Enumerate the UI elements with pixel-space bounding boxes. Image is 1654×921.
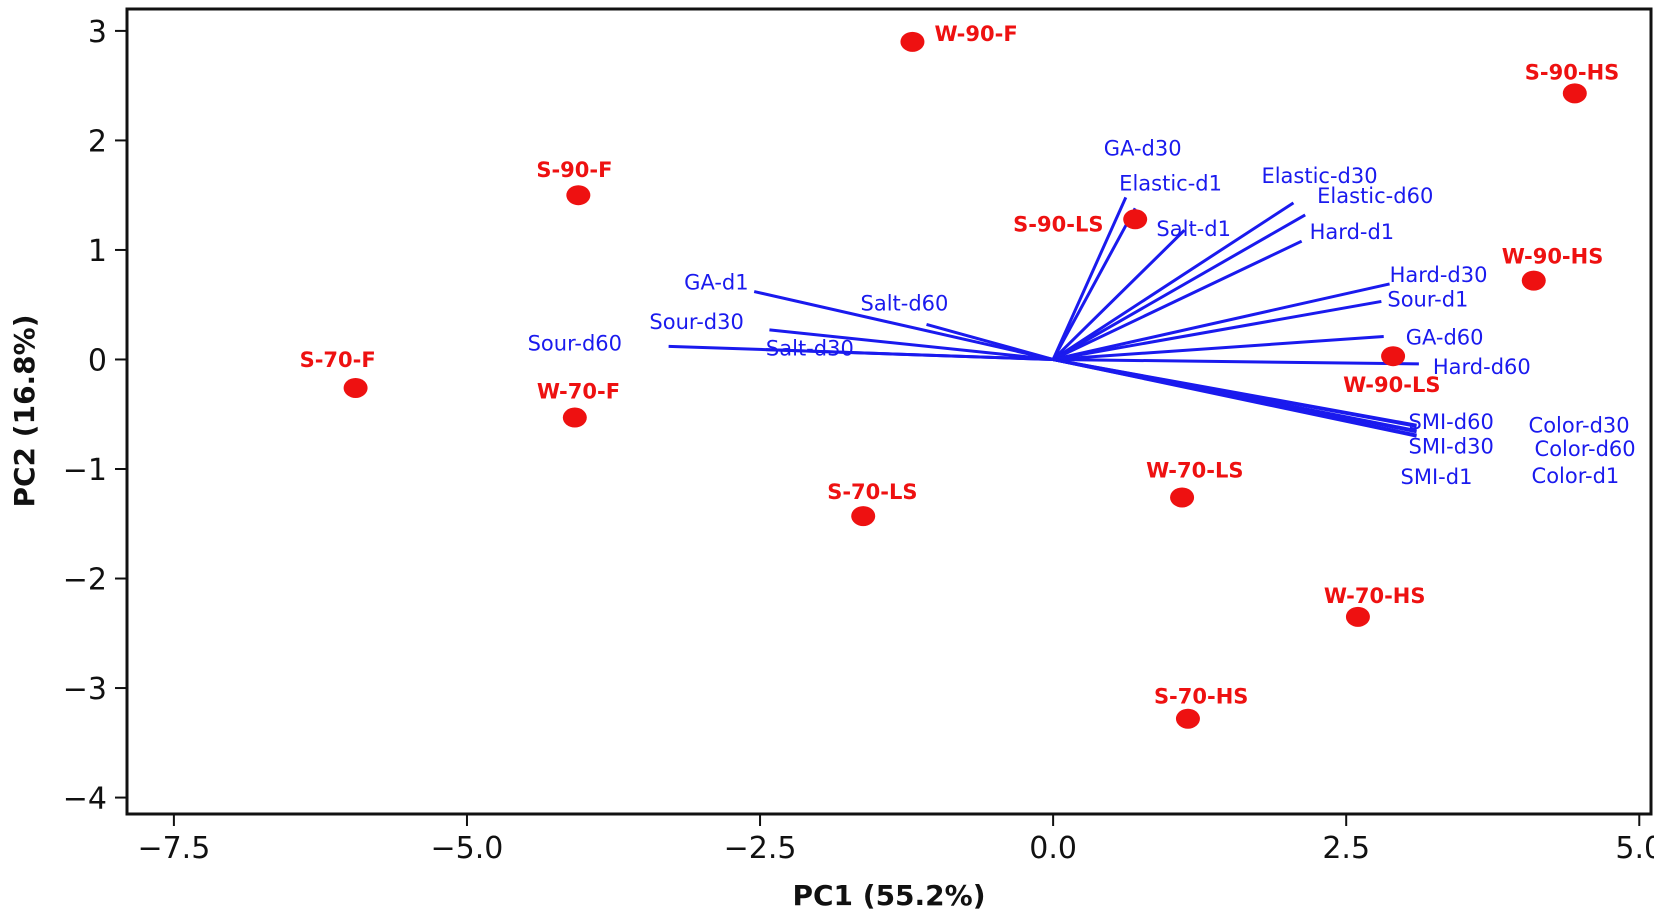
loading-label: Color-d1 — [1532, 464, 1620, 488]
loading-vector — [1051, 207, 1137, 361]
y-axis-title: PC2 (16.8%) — [8, 314, 41, 507]
score-label: S-70-F — [300, 348, 376, 372]
score-label: W-70-F — [537, 380, 620, 404]
loading-vector — [1053, 334, 1384, 361]
loading-label: Hard-d30 — [1390, 263, 1488, 287]
score-point — [1170, 487, 1195, 508]
loading-label: Elastic-d60 — [1317, 184, 1433, 208]
y-tick-label: 0 — [88, 343, 107, 378]
score-label: W-90-HS — [1502, 245, 1604, 269]
score-points: W-90-F S-90-HS S-90-F S-90-LS W-90-HS S-70-F W… — [300, 22, 1619, 729]
score-point — [1521, 270, 1546, 291]
loading-label: Elastic-d1 — [1119, 171, 1222, 195]
loading-vectors: GA-d30 Elastic-d1 Salt-d1 Elastic-d30Elasti… — [528, 136, 1636, 489]
x-tick-label: 0.0 — [1029, 831, 1077, 866]
score-point — [1345, 606, 1370, 627]
loading-vector — [926, 322, 1054, 361]
loading-vector — [1052, 299, 1382, 361]
x-axis-ticks: −7.5 −5.0 −2.5 0.0 2.5 5.0 — [137, 814, 1654, 866]
score-point — [566, 185, 591, 206]
score-label: S-90-HS — [1525, 60, 1619, 84]
score-label: W-90-F — [934, 22, 1017, 46]
score-point — [1175, 708, 1200, 729]
y-tick-label: 3 — [88, 15, 107, 50]
score-label: W-90-LS — [1343, 373, 1440, 397]
score-point — [1562, 83, 1587, 104]
loading-label: Salt-d1 — [1156, 217, 1231, 241]
loading-label: Color-d30 — [1529, 413, 1630, 437]
score-label: S-90-F — [536, 158, 612, 182]
loading-label: Elastic-d30 — [1261, 164, 1377, 188]
score-point — [343, 377, 368, 398]
loading-vector — [1051, 196, 1128, 361]
loading-vector — [1053, 357, 1419, 366]
loading-vector — [1052, 201, 1295, 361]
loading-vector — [1052, 239, 1303, 361]
loading-label: Hard-d1 — [1310, 220, 1395, 244]
loading-label: Salt-d30 — [766, 337, 854, 361]
loading-label: GA-d30 — [1104, 136, 1182, 160]
loading-vector — [1052, 229, 1186, 361]
x-tick-label: −7.5 — [137, 831, 210, 866]
loading-label: Sour-d30 — [649, 310, 743, 334]
loading-label: Color-d60 — [1535, 437, 1636, 461]
y-tick-label: −3 — [63, 672, 107, 707]
y-tick-label: −2 — [63, 563, 107, 598]
y-tick-label: −4 — [63, 782, 107, 817]
score-point — [900, 31, 925, 52]
score-point — [851, 506, 876, 527]
y-tick-label: −1 — [63, 453, 107, 488]
x-tick-label: 5.0 — [1615, 831, 1654, 866]
x-tick-label: −2.5 — [724, 831, 797, 866]
loading-label: Salt-d60 — [861, 291, 949, 315]
loading-label: Hard-d60 — [1433, 355, 1531, 379]
loading-vector — [1052, 358, 1417, 438]
y-tick-label: 1 — [88, 234, 107, 269]
loading-vector — [668, 344, 1054, 361]
score-label: W-70-LS — [1146, 458, 1243, 482]
loading-label: Sour-d1 — [1387, 287, 1468, 311]
loading-vector — [753, 290, 1054, 361]
x-tick-label: 2.5 — [1322, 831, 1370, 866]
loading-label: Sour-d60 — [528, 331, 622, 355]
loading-vector — [1052, 213, 1306, 361]
score-point — [562, 407, 587, 428]
score-label: W-70-HS — [1324, 584, 1426, 608]
score-point — [1381, 346, 1406, 367]
loading-label: SMI-d60 — [1409, 410, 1494, 434]
score-point — [1123, 209, 1148, 230]
loading-label: GA-d1 — [684, 271, 748, 295]
score-label: S-70-LS — [827, 480, 917, 504]
y-tick-label: 2 — [88, 124, 107, 159]
x-tick-label: −5.0 — [431, 831, 504, 866]
loading-vector — [1052, 282, 1390, 361]
loading-vector — [769, 328, 1054, 361]
y-axis-ticks: 3 2 1 0 −1 −2 −3 −4 — [63, 15, 127, 817]
score-label: S-70-HS — [1154, 685, 1248, 709]
plot-frame — [125, 7, 1653, 816]
score-label: S-90-LS — [1013, 212, 1103, 236]
loading-label: GA-d60 — [1406, 325, 1484, 349]
x-axis-title: PC1 (55.2%) — [792, 879, 985, 912]
loading-label: SMI-d1 — [1401, 465, 1473, 489]
loading-label: SMI-d30 — [1409, 435, 1494, 459]
